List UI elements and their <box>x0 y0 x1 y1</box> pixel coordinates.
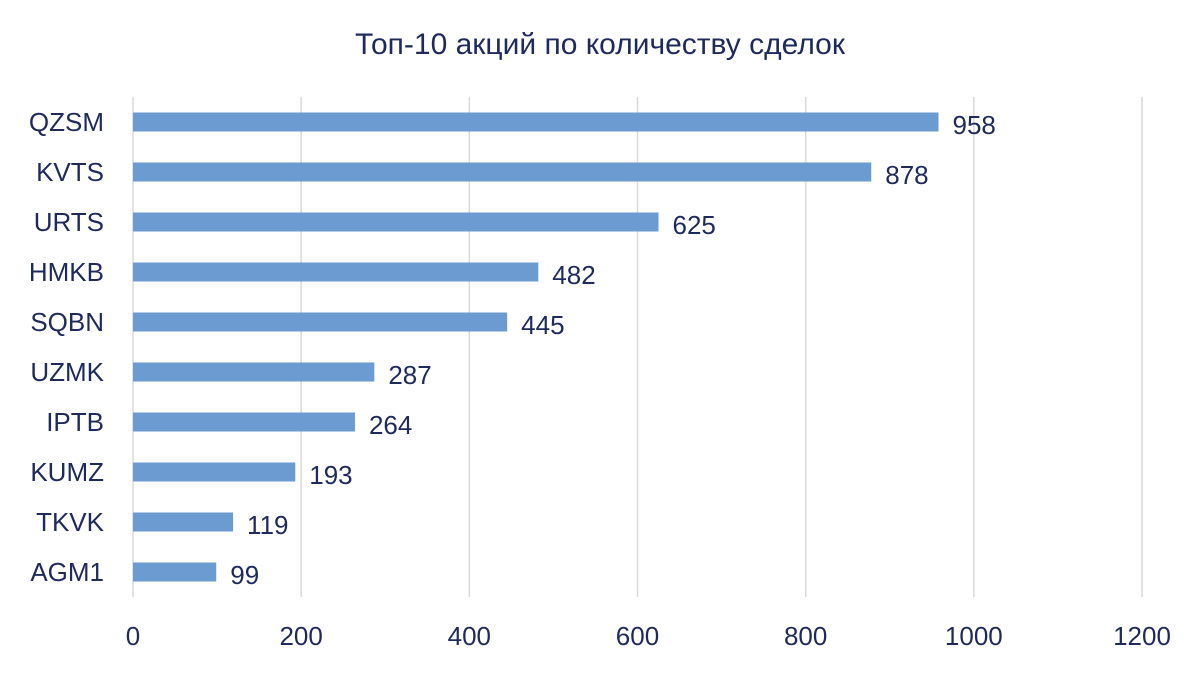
category-label: SQBN <box>30 307 104 337</box>
bar <box>133 112 939 132</box>
bar <box>133 462 296 482</box>
category-label: QZSM <box>29 107 104 137</box>
bar <box>133 562 217 582</box>
data-label: 878 <box>885 160 928 190</box>
data-label: 958 <box>953 110 996 140</box>
category-label: IPTB <box>46 407 104 437</box>
data-label: 99 <box>230 560 259 590</box>
bar <box>133 512 234 532</box>
bar <box>133 362 375 382</box>
category-label: AGM1 <box>30 557 104 587</box>
data-label: 264 <box>369 410 412 440</box>
category-label: UZMK <box>30 357 104 387</box>
data-label: 445 <box>521 310 564 340</box>
x-tick-label: 1000 <box>945 621 1003 651</box>
x-tick-label: 0 <box>126 621 140 651</box>
bar <box>133 212 659 232</box>
category-label: KUMZ <box>30 457 104 487</box>
data-label: 193 <box>309 460 352 490</box>
data-label: 482 <box>552 260 595 290</box>
category-label: TKVK <box>36 507 105 537</box>
bar <box>133 412 355 432</box>
category-label: URTS <box>34 207 104 237</box>
x-tick-label: 600 <box>616 621 659 651</box>
labels: 0 200 400 600 800 1000 1200 QZSM 958 KVTS 878 URTS 6… <box>29 107 1171 651</box>
bars <box>133 112 939 582</box>
x-tick-label: 200 <box>279 621 322 651</box>
bar <box>133 312 508 332</box>
data-label: 119 <box>247 510 288 540</box>
data-label: 625 <box>673 210 716 240</box>
chart-title: Топ-10 акций по количеству сделок <box>355 28 845 61</box>
data-label: 287 <box>388 360 431 390</box>
x-tick-label: 400 <box>448 621 491 651</box>
category-label: HMKB <box>29 257 104 287</box>
bar <box>133 262 539 282</box>
x-tick-label: 1200 <box>1113 621 1171 651</box>
x-tick-label: 800 <box>784 621 827 651</box>
category-label: KVTS <box>36 157 104 187</box>
bar <box>133 162 872 182</box>
